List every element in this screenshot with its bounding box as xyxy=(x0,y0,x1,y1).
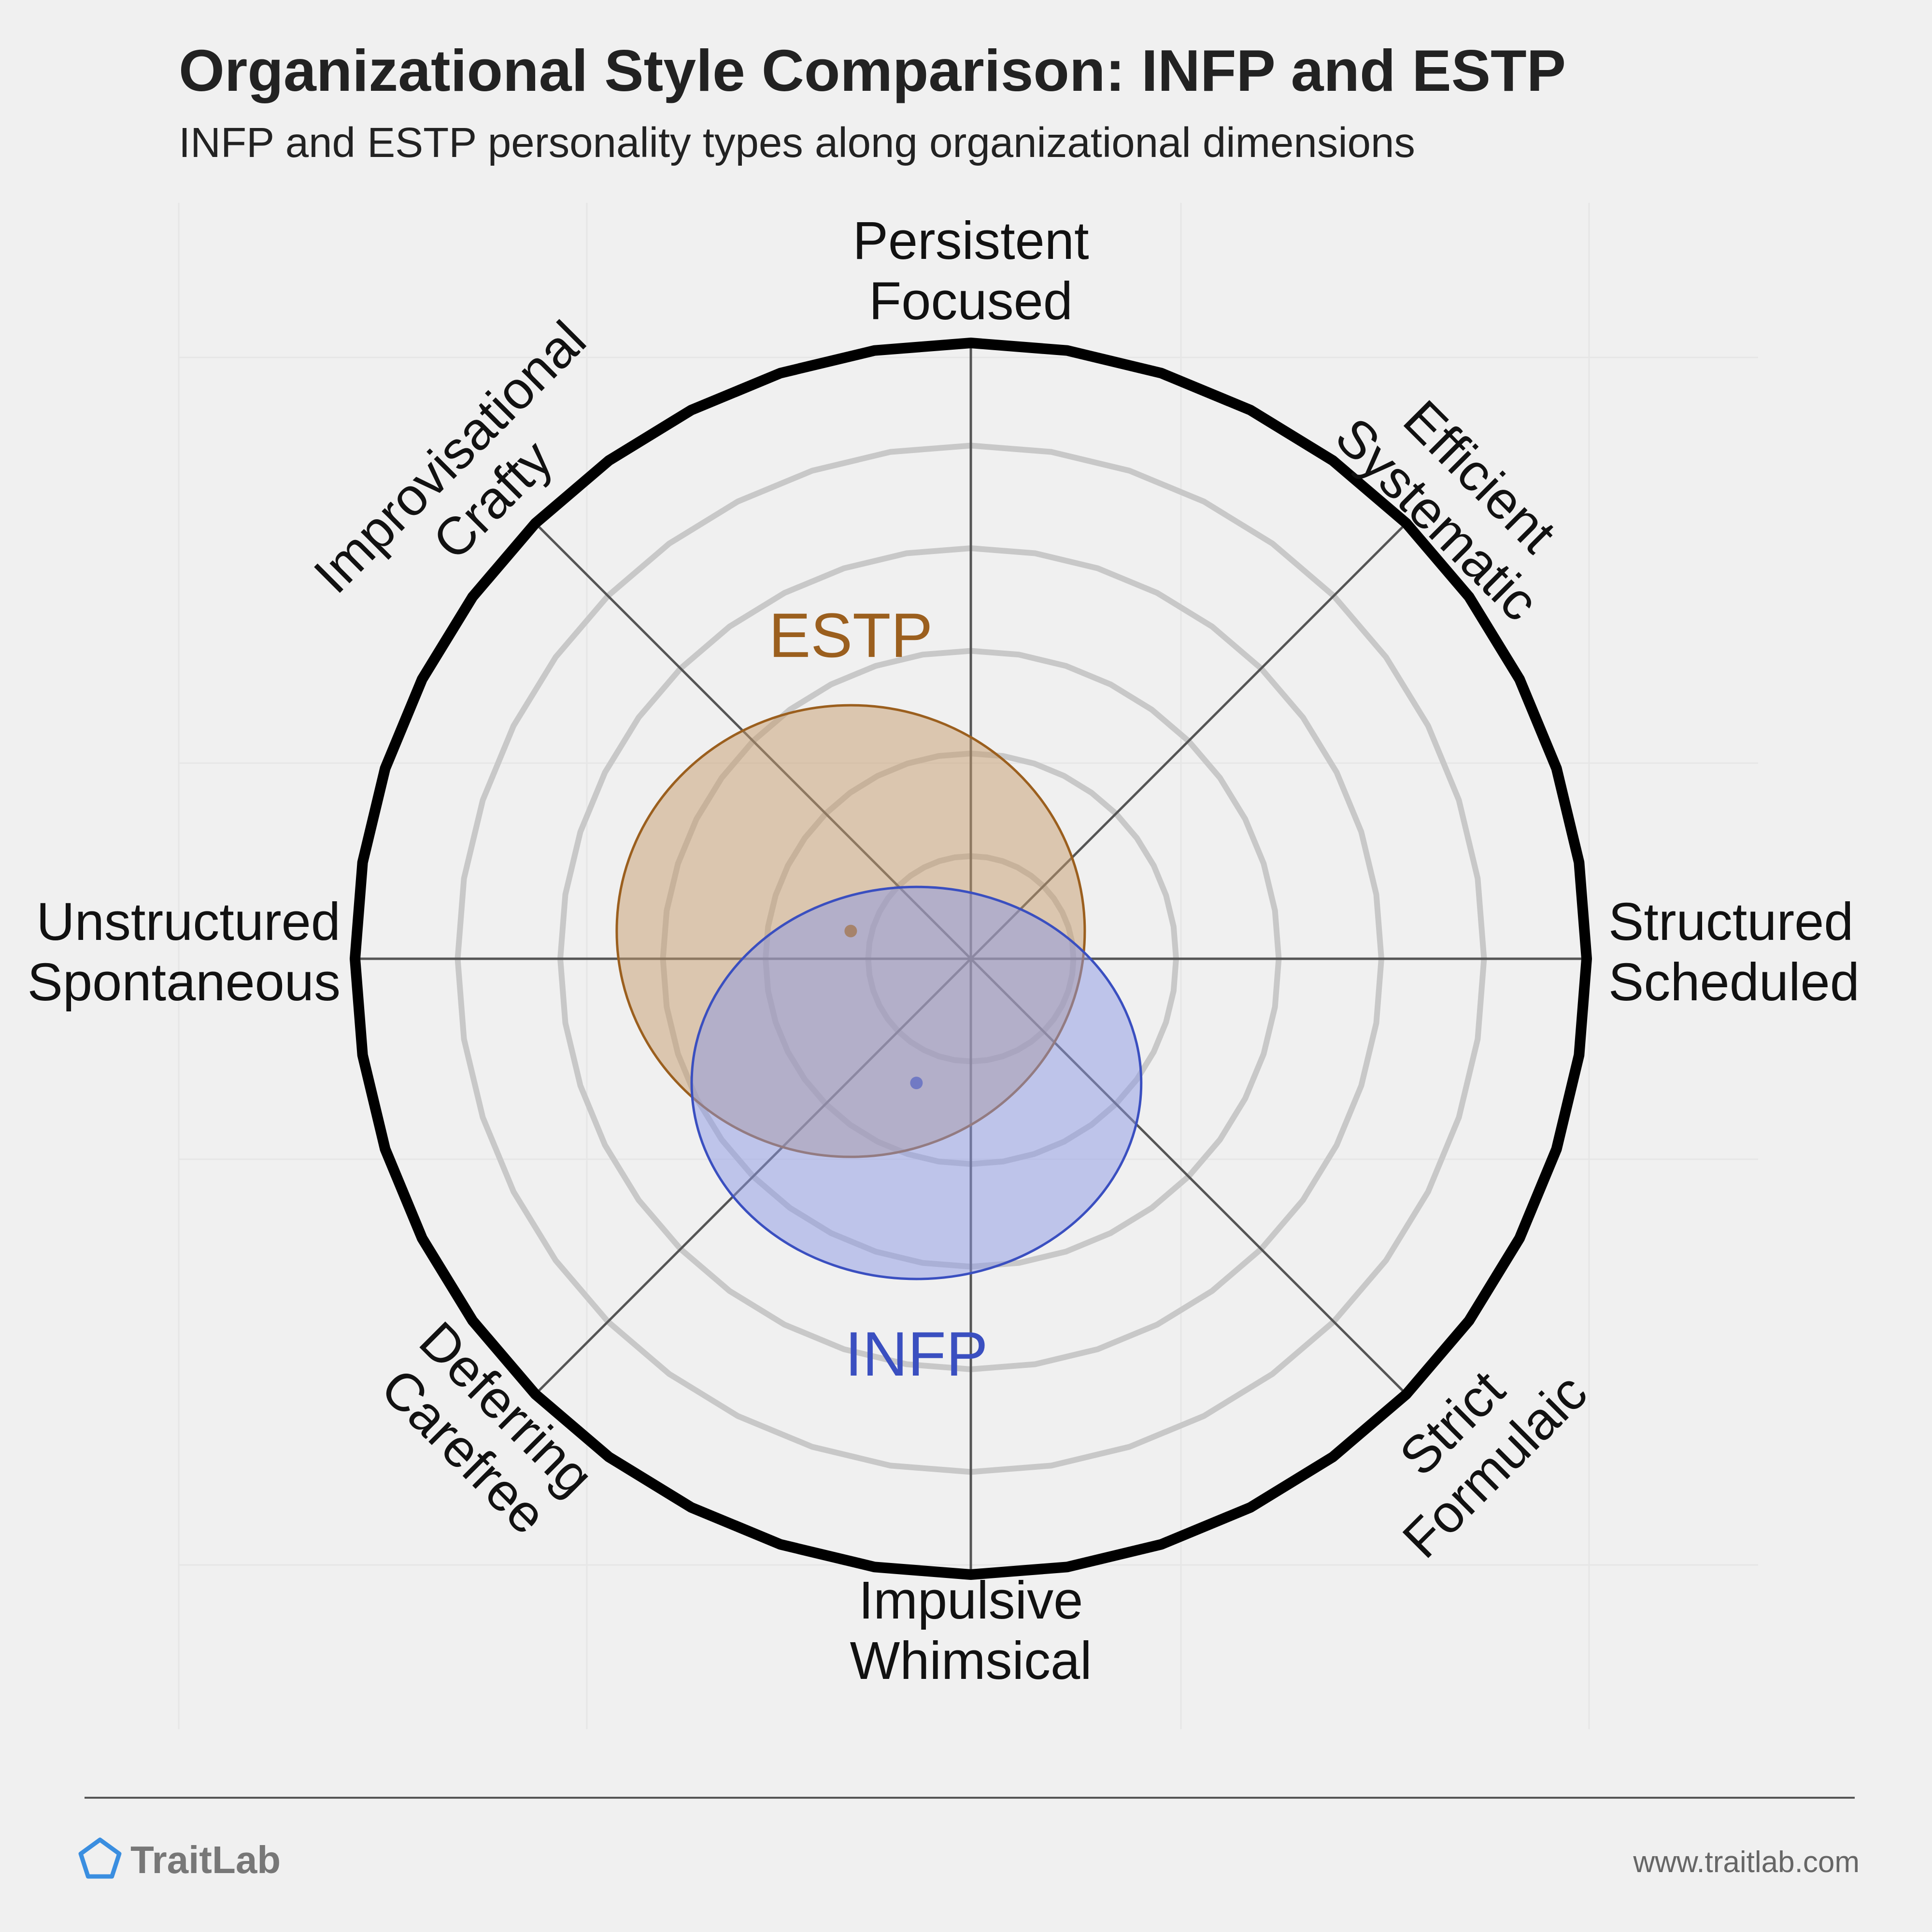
series-estp-center xyxy=(844,924,857,938)
series-infp-center xyxy=(910,1077,923,1090)
axis-label-bottom-left: DeferringCarefree xyxy=(366,1310,605,1549)
brand-name: TraitLab xyxy=(130,1838,281,1881)
axis-label-left: Unstructured Spontaneous xyxy=(28,892,341,1012)
axis-label-top-line-2: Focused xyxy=(869,271,1073,331)
axis-label-right-line-1: Structured xyxy=(1608,892,1853,952)
axis-label-right-line-2: Scheduled xyxy=(1608,952,1860,1012)
axis-label-bottom-line-1: Impulsive xyxy=(859,1571,1083,1630)
axis-label-top: Persistent Focused xyxy=(852,211,1089,331)
series-layer: ESTP INFP xyxy=(615,600,1143,1389)
axis-label-bottom-line-2: Whimsical xyxy=(850,1631,1092,1690)
chart-title: Organizational Style Comparison: INFP an… xyxy=(179,38,1566,103)
axis-label-bottom: Impulsive Whimsical xyxy=(850,1571,1092,1690)
axis-label-left-line-2: Spontaneous xyxy=(28,952,341,1012)
axis-label-top-line-1: Persistent xyxy=(852,211,1089,270)
pentagon-icon xyxy=(78,1837,122,1879)
outer-ring xyxy=(350,338,1592,1580)
outer-ring-shape xyxy=(350,338,1592,1580)
axis-label-top-left-line-1: Improvisational xyxy=(302,310,597,604)
chart-subtitle: INFP and ESTP personality types along or… xyxy=(179,119,1415,166)
footer-url: www.traitlab.com xyxy=(1633,1846,1860,1879)
traitlab-logo: TraitLab xyxy=(78,1837,281,1881)
series-infp-label: INFP xyxy=(845,1319,988,1389)
axis-label-left-line-1: Unstructured xyxy=(36,892,341,952)
axis-label-bottom-right: StrictFormulaic xyxy=(1349,1320,1598,1569)
axis-label-right: Structured Scheduled xyxy=(1608,892,1860,1012)
series-estp-label: ESTP xyxy=(769,600,933,670)
